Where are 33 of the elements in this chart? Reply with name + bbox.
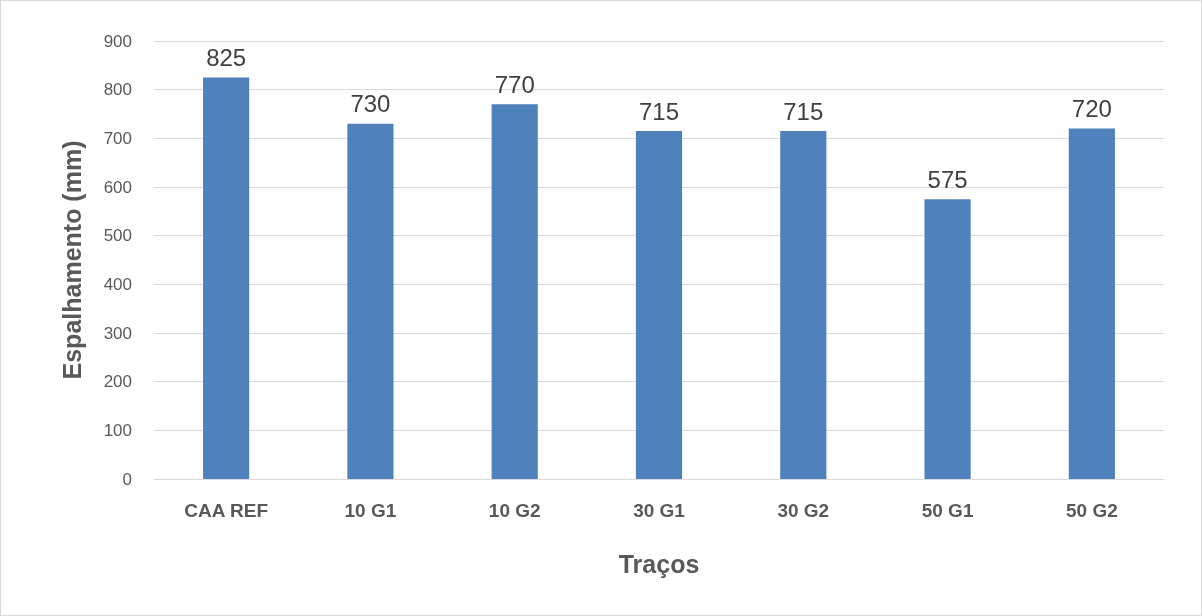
bar xyxy=(635,131,683,479)
x-tick-label: 10 G2 xyxy=(488,500,541,521)
data-label: 825 xyxy=(206,44,247,71)
data-label: 715 xyxy=(638,97,680,125)
bar xyxy=(780,131,827,479)
y-tick-label: 200 xyxy=(103,372,132,392)
data-label: 715 xyxy=(783,97,824,125)
x-tick-label: 50 G1 xyxy=(921,500,974,521)
data-label: 770 xyxy=(494,70,535,98)
y-tick-label: 900 xyxy=(103,31,132,51)
x-tick-label: CAA REF xyxy=(184,500,269,521)
data-label: 730 xyxy=(350,90,391,118)
x-tick-label: 10 G1 xyxy=(344,500,397,521)
y-tick-label: 500 xyxy=(103,226,132,246)
bar xyxy=(203,77,250,479)
bar xyxy=(924,199,971,479)
bar xyxy=(491,104,538,479)
y-tick-label: 700 xyxy=(103,128,132,148)
y-tick-label: 0 xyxy=(122,469,132,489)
y-tick-label: 600 xyxy=(103,177,132,197)
y-tick-label: 100 xyxy=(103,420,132,440)
x-axis-title: Traços xyxy=(618,549,700,578)
data-label: 720 xyxy=(1071,95,1112,123)
y-tick-label: 400 xyxy=(103,274,132,294)
x-tick-label: 30 G2 xyxy=(777,500,830,521)
y-axis-title: Espalhamento (mm) xyxy=(57,140,86,380)
x-tick-label: 50 G2 xyxy=(1065,500,1118,521)
x-tick-label: 30 G1 xyxy=(633,500,686,521)
bar xyxy=(1068,128,1115,479)
y-tick-label: 300 xyxy=(103,323,132,343)
bar xyxy=(347,123,394,479)
data-label: 575 xyxy=(927,165,968,193)
y-tick-label: 800 xyxy=(103,80,132,100)
